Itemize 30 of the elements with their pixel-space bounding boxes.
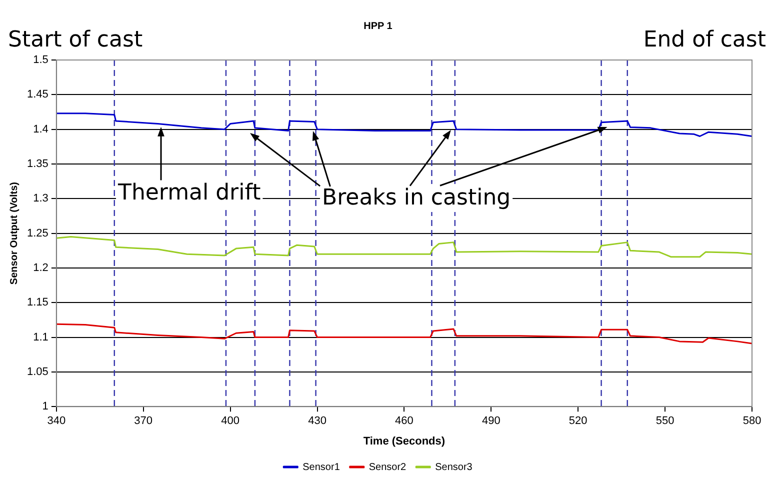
y-tick-label: 1.2 — [33, 262, 48, 274]
x-tick-label: 430 — [308, 415, 326, 428]
x-tick-label: 340 — [47, 415, 66, 428]
x-tick-label: 400 — [221, 415, 240, 428]
y-tick-label: 1 — [42, 400, 48, 413]
y-tick-label: 1.05 — [26, 366, 48, 378]
y-axis-title: Sensor Output (Volts) — [8, 182, 20, 285]
annotation: Thermal drift — [117, 180, 262, 206]
y-tick-label: 1.35 — [26, 158, 48, 170]
legend-label: Sensor3 — [435, 462, 473, 473]
x-tick-label: 460 — [395, 415, 414, 428]
y-tick-label: 1.3 — [33, 192, 48, 205]
legend-label: Sensor2 — [368, 462, 407, 473]
y-tick-label: 1.15 — [26, 296, 48, 309]
text: Start of cast — [8, 28, 143, 53]
y-tick-label: 1.1 — [33, 331, 48, 344]
text: End of cast — [643, 28, 766, 53]
y-tick-label: 1.5 — [33, 54, 48, 66]
x-tick-label: 520 — [568, 415, 588, 428]
x-tick-label: 370 — [134, 415, 153, 428]
x-tick-label: 550 — [656, 415, 674, 428]
chart-title: HPP 1 — [364, 20, 393, 32]
annotation: Breaks in casting — [322, 186, 511, 211]
y-tick-label: 1.4 — [33, 123, 48, 136]
y-tick-label: 1.25 — [26, 227, 48, 240]
legend-label: Sensor1 — [302, 462, 340, 473]
x-tick-label: 580 — [742, 415, 762, 428]
x-axis-title: Time (Seconds) — [363, 435, 446, 448]
y-tick-label: 1.45 — [26, 88, 48, 101]
x-tick-label: 490 — [482, 415, 500, 428]
